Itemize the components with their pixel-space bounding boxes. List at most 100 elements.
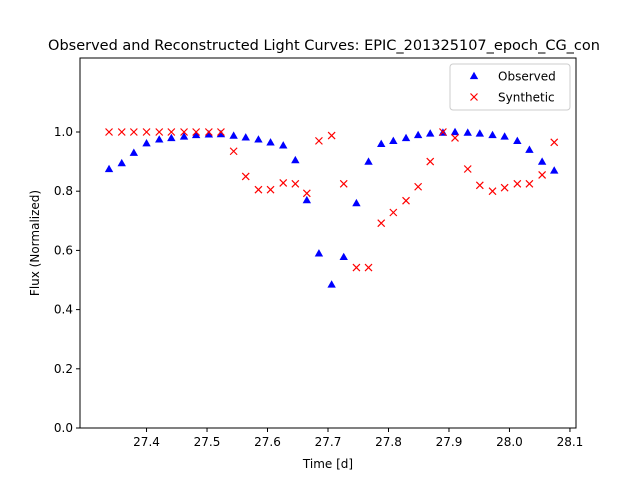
synthetic-point xyxy=(167,128,176,136)
synthetic-point xyxy=(204,128,213,136)
synthetic-point xyxy=(525,179,534,188)
y-axis: 0.0 0.2 0.4 0.6 0.8 1.0 xyxy=(54,125,80,435)
y-axis-label: Flux (Normalized) xyxy=(28,190,42,296)
x-tick-label: 27.5 xyxy=(194,435,221,449)
observed-point xyxy=(229,131,238,139)
synthetic-point xyxy=(538,170,547,179)
synthetic-point xyxy=(364,263,373,272)
plot-area xyxy=(104,127,559,288)
observed-point xyxy=(142,139,151,147)
observed-point xyxy=(129,148,139,156)
synthetic-point xyxy=(475,181,484,190)
observed-point xyxy=(104,164,114,173)
series-observed xyxy=(104,127,559,288)
observed-point xyxy=(279,141,288,149)
synthetic-point xyxy=(229,147,238,156)
synthetic-point xyxy=(291,179,300,188)
synthetic-point xyxy=(451,133,459,142)
y-tick-label: 0.2 xyxy=(54,362,73,376)
observed-point xyxy=(377,139,386,147)
observed-point xyxy=(179,132,189,140)
observed-point xyxy=(450,127,460,136)
synthetic-point xyxy=(414,182,423,191)
observed-point xyxy=(537,157,547,165)
synthetic-point xyxy=(463,165,472,173)
y-tick-label: 1.0 xyxy=(54,125,73,139)
observed-point xyxy=(389,136,398,145)
observed-point xyxy=(550,166,559,174)
synthetic-point xyxy=(241,172,250,181)
plot-frame xyxy=(79,57,577,429)
x-tick-label: 27.6 xyxy=(254,435,281,449)
series-synthetic xyxy=(105,128,559,272)
legend-synthetic-label: Synthetic xyxy=(498,91,555,105)
synthetic-point xyxy=(402,196,410,205)
synthetic-point xyxy=(327,131,336,140)
synthetic-point xyxy=(105,128,113,136)
x-tick-label: 27.8 xyxy=(375,435,402,449)
x-tick-label: 27.4 xyxy=(133,435,160,449)
observed-point xyxy=(500,132,509,140)
x-axis-label: Time [d] xyxy=(302,457,353,471)
y-tick-label: 0.6 xyxy=(54,243,73,257)
y-tick-label: 0.0 xyxy=(54,421,73,435)
observed-point xyxy=(314,249,324,257)
observed-point xyxy=(475,129,485,137)
synthetic-point xyxy=(180,128,188,136)
synthetic-point xyxy=(279,178,288,187)
synthetic-point xyxy=(513,179,522,188)
x-tick-label: 27.7 xyxy=(315,435,342,449)
legend-box xyxy=(449,63,571,111)
chart-title: Observed and Reconstructed Light Curves:… xyxy=(48,38,600,54)
synthetic-point xyxy=(129,128,138,136)
observed-point xyxy=(352,198,361,207)
synthetic-point xyxy=(389,208,398,217)
synthetic-point xyxy=(155,128,164,136)
observed-point xyxy=(426,129,435,137)
y-tick-label: 0.4 xyxy=(54,303,73,317)
observed-point xyxy=(413,130,423,139)
observed-point xyxy=(191,130,201,139)
synthetic-point xyxy=(426,157,435,166)
observed-point xyxy=(463,128,472,136)
x-axis: 27.4 27.5 27.6 27.7 27.8 27.9 28.0 28.1 xyxy=(133,428,583,449)
legend-synthetic-marker xyxy=(470,93,478,101)
synthetic-point xyxy=(315,136,323,145)
observed-point xyxy=(241,133,250,141)
legend-observed-label: Observed xyxy=(498,70,556,84)
observed-point xyxy=(401,133,411,142)
synthetic-point xyxy=(550,138,559,147)
synthetic-point xyxy=(117,128,126,136)
synthetic-point xyxy=(352,263,361,272)
synthetic-point xyxy=(339,179,348,188)
synthetic-point xyxy=(500,183,509,192)
synthetic-point xyxy=(488,187,497,196)
synthetic-point xyxy=(142,128,151,136)
x-tick-label: 27.9 xyxy=(436,435,463,449)
y-tick-label: 0.8 xyxy=(54,184,73,198)
observed-point xyxy=(364,157,373,165)
observed-point xyxy=(167,133,176,142)
observed-point xyxy=(525,145,534,153)
observed-point xyxy=(291,155,300,164)
observed-point xyxy=(327,280,336,288)
synthetic-point xyxy=(377,219,386,228)
observed-point xyxy=(254,135,263,143)
synthetic-point xyxy=(192,128,201,136)
observed-point xyxy=(117,158,126,167)
observed-point xyxy=(204,130,214,138)
observed-point xyxy=(488,130,497,139)
legend: Observed Synthetic xyxy=(449,63,571,111)
synthetic-point xyxy=(439,128,447,136)
synthetic-point xyxy=(266,185,275,194)
observed-point xyxy=(339,252,348,261)
synthetic-point xyxy=(217,128,225,136)
x-tick-label: 28.1 xyxy=(557,435,584,449)
legend-observed-marker xyxy=(469,71,479,80)
observed-point xyxy=(513,136,522,145)
observed-point xyxy=(266,138,275,146)
synthetic-point xyxy=(254,185,263,194)
observed-point xyxy=(155,135,164,143)
observed-point xyxy=(302,195,312,204)
